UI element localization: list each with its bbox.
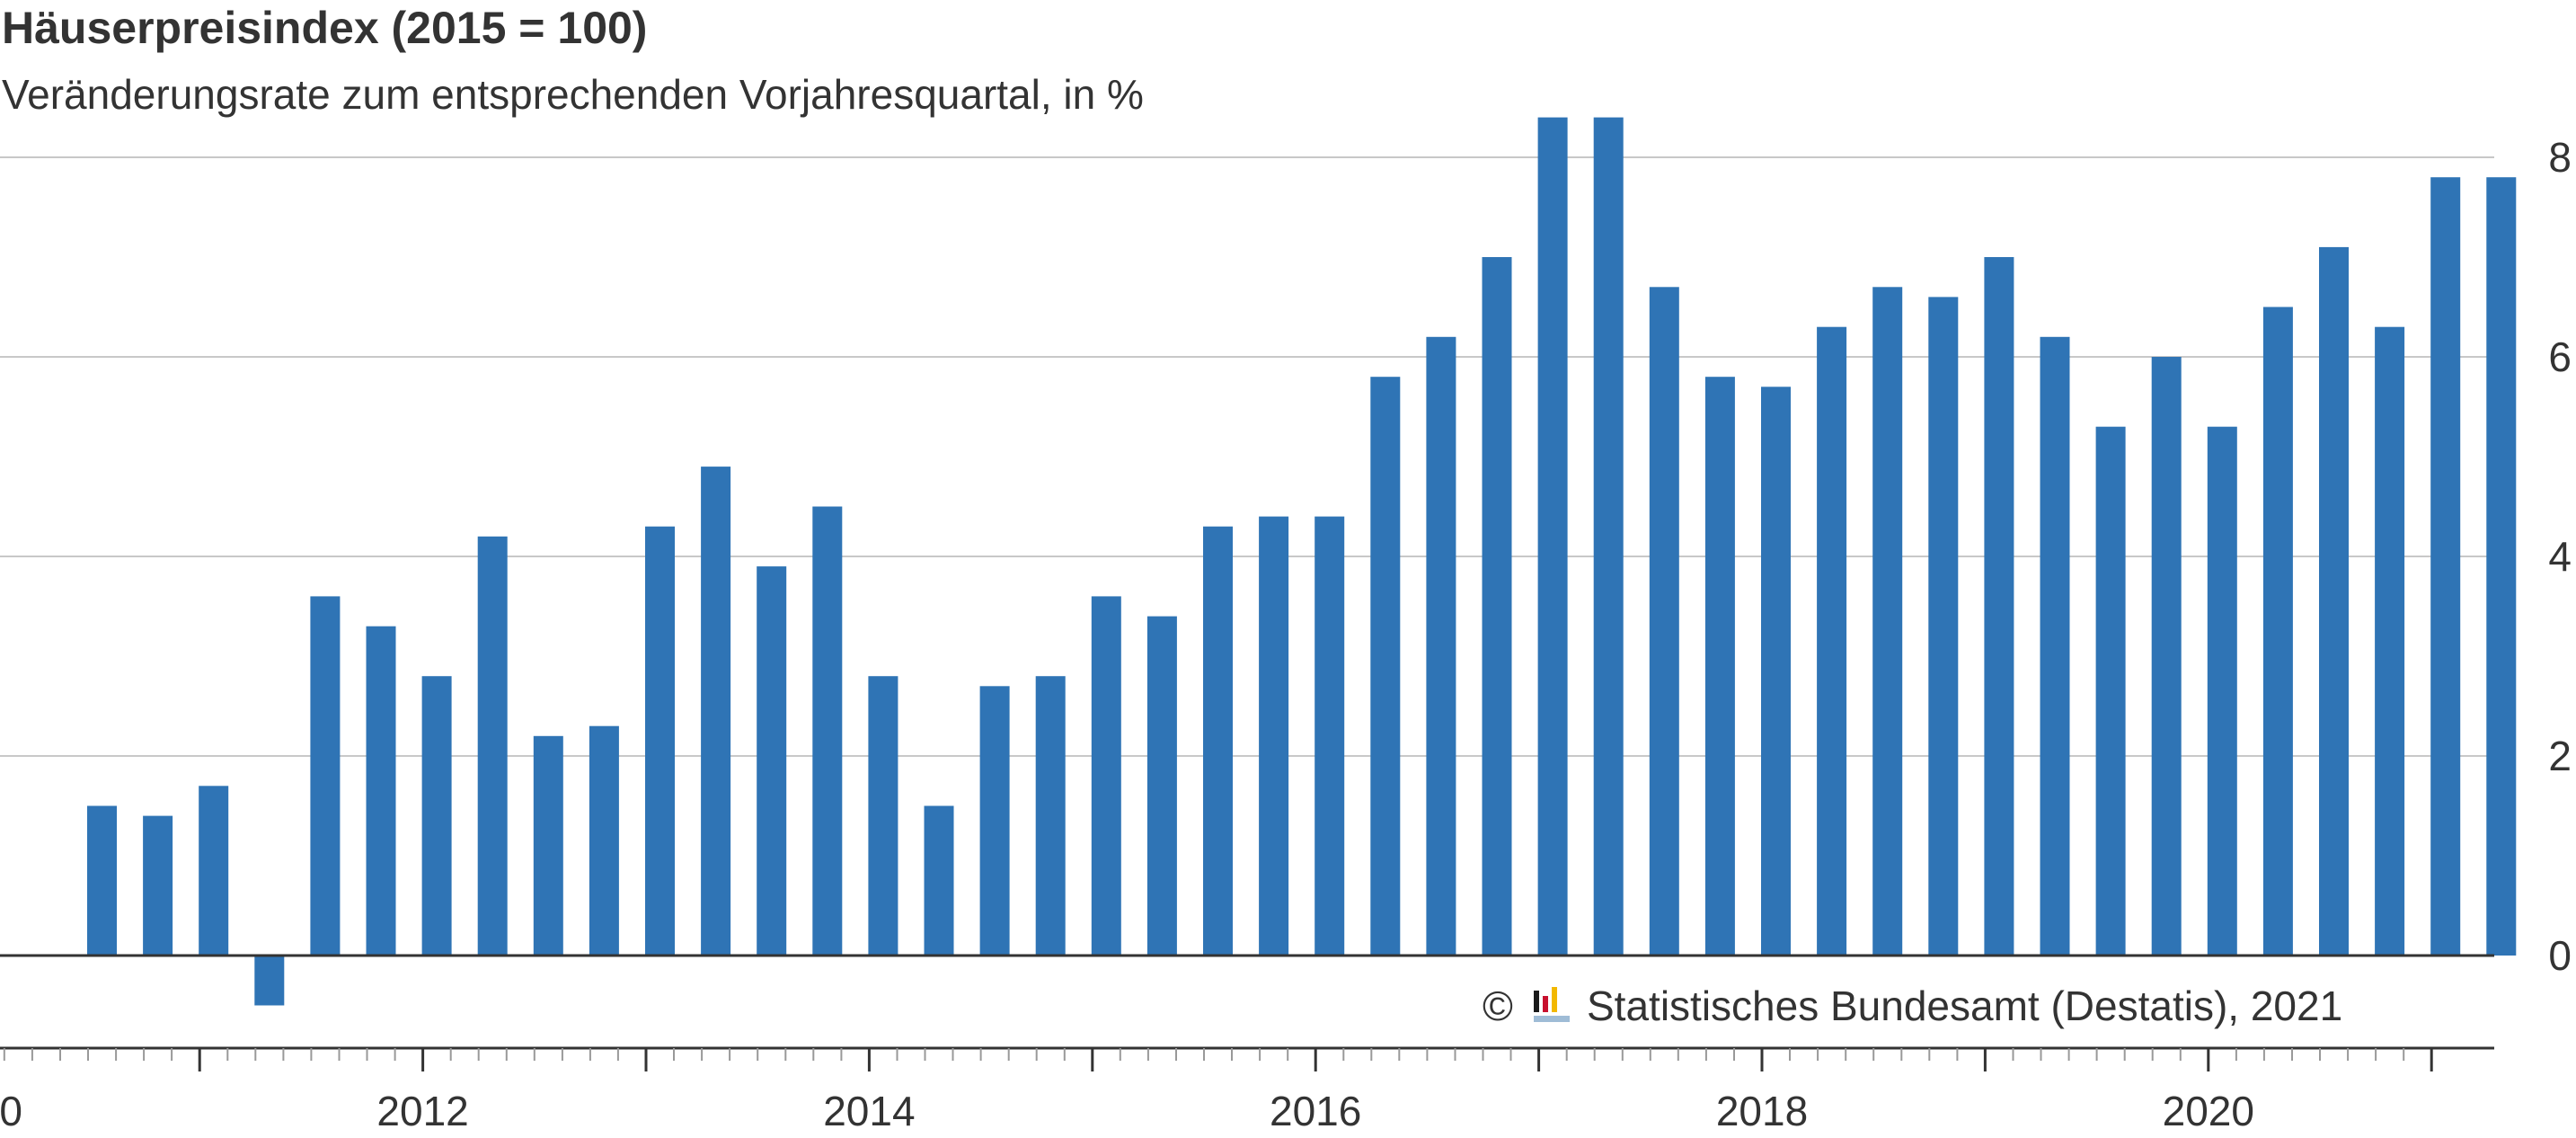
bar [924, 805, 954, 956]
chart-title: Häuserpreisindex (2015 = 100) [2, 3, 648, 53]
bar [1203, 526, 1233, 956]
bar [421, 676, 452, 956]
x-tick-label: 2016 [1270, 1088, 1361, 1134]
bar [757, 566, 787, 956]
bar [2040, 336, 2070, 956]
bar [87, 805, 117, 956]
x-tick-label: 2012 [376, 1088, 468, 1134]
bar [366, 626, 396, 956]
bar [979, 686, 1010, 956]
bar [1537, 117, 1568, 956]
gridlines [0, 156, 2494, 757]
bar [1928, 297, 1959, 956]
chart-subtitle: Veränderungsrate zum entsprechenden Vorj… [2, 71, 1144, 118]
x-tick-labels: 2010 2012 2014 2016 2018 2020 [0, 1088, 2254, 1134]
bar [2151, 357, 2182, 956]
bar [2430, 177, 2461, 956]
bar [477, 536, 508, 956]
bar [2207, 426, 2237, 956]
bar [1370, 377, 1401, 956]
destatis-logo-icon [1534, 987, 1570, 1022]
bar [1426, 336, 1456, 956]
x-tick-label: 2020 [2163, 1088, 2254, 1134]
bars [87, 117, 2517, 1006]
bar [1984, 257, 2014, 956]
bar [310, 596, 341, 956]
bar [254, 956, 285, 1006]
bar [812, 506, 843, 956]
bar [2262, 307, 2293, 956]
bar [1761, 387, 1791, 956]
bar [1593, 117, 1624, 956]
bar [1091, 596, 1121, 956]
bar [589, 725, 619, 956]
bar [2486, 177, 2517, 956]
x-axis-ticks [3, 1048, 2433, 1071]
bar [1817, 326, 1847, 956]
x-tick-label: 2018 [1716, 1088, 1808, 1134]
y-tick-label: 0 [2548, 932, 2572, 979]
bar [2375, 326, 2405, 956]
y-tick-label: 2 [2548, 733, 2572, 779]
bar [1146, 616, 1177, 956]
bar [143, 815, 173, 956]
bar [868, 676, 899, 956]
bar [1035, 676, 1066, 956]
bar [199, 786, 229, 956]
source-text: Statistisches Bundesamt (Destatis), 2021 [1587, 982, 2342, 1029]
y-tick-label: 4 [2548, 533, 2572, 580]
copyright-symbol: © [1483, 982, 1513, 1029]
bar [2095, 426, 2126, 956]
y-tick-label: 6 [2548, 333, 2572, 380]
bar [1649, 287, 1679, 956]
bar [1482, 257, 1512, 956]
bar [1259, 516, 1289, 956]
bar [1315, 516, 1345, 956]
y-tick-label: 8 [2548, 134, 2572, 181]
bar [533, 735, 563, 956]
bar [2319, 246, 2349, 956]
source-note: © Statistisches Bundesamt (Destatis), 20… [1483, 982, 2342, 1029]
x-tick-label: 2010 [0, 1088, 22, 1134]
bar [645, 526, 675, 956]
bar [701, 467, 731, 956]
y-tick-labels: 0 2 4 6 8 [2548, 134, 2572, 979]
bar [1704, 377, 1735, 956]
bar [1872, 287, 1903, 956]
x-tick-label: 2014 [823, 1088, 915, 1134]
